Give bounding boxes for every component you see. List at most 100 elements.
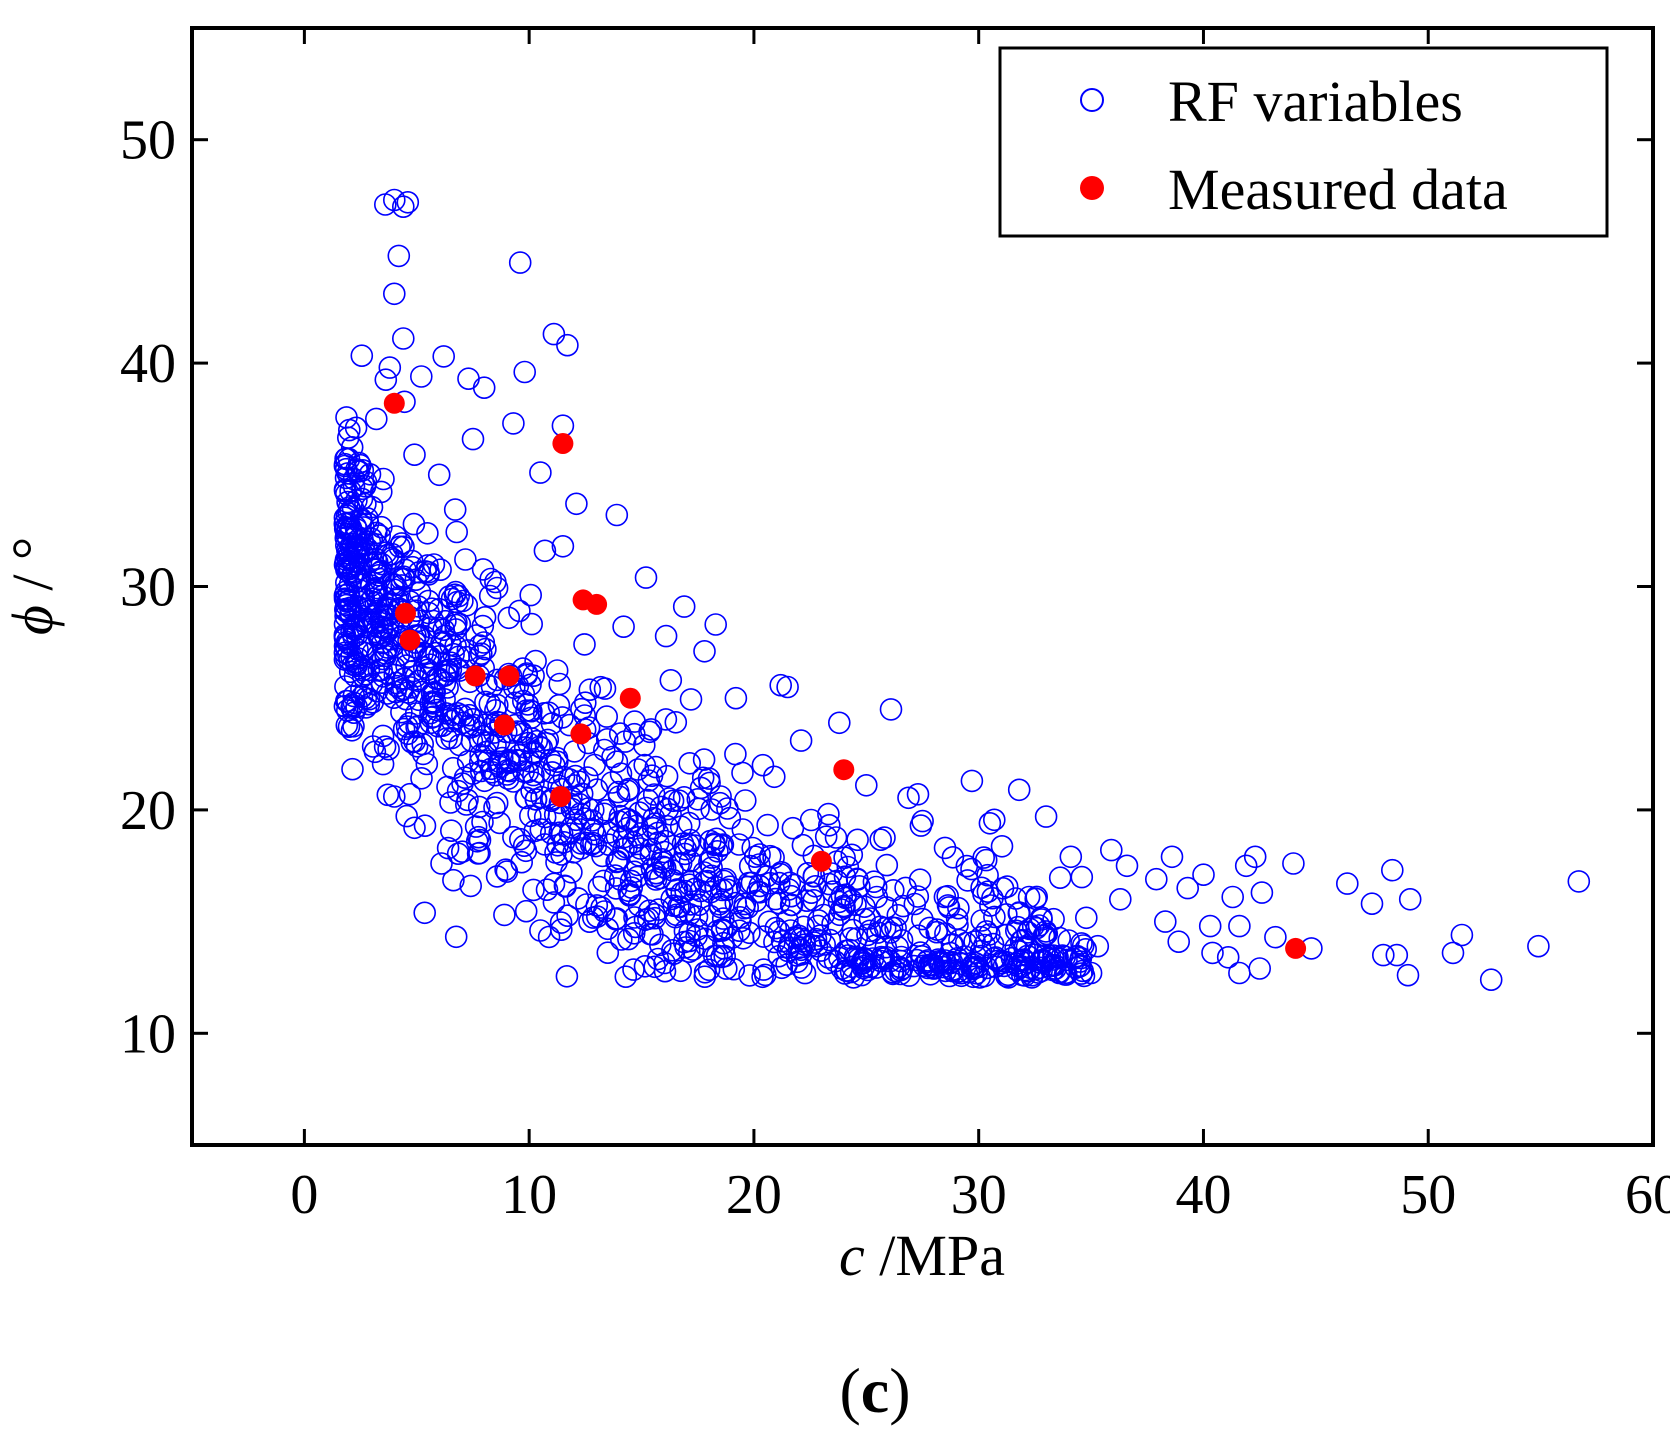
rf-variable-point	[402, 512, 426, 536]
rf-variable-point	[827, 711, 851, 735]
rf-variable-point	[954, 931, 978, 955]
rf-variable-point	[881, 878, 905, 902]
measured-data-point	[383, 392, 405, 414]
rf-variable-point	[1070, 865, 1094, 889]
y-axis-variable: ϕ	[0, 605, 65, 635]
rf-variable-point	[333, 512, 357, 536]
rf-variable-point	[697, 958, 721, 982]
rf-variable-point	[373, 193, 397, 216]
rf-variable-point	[1336, 872, 1359, 895]
x-axis-label: c /MPa	[839, 1223, 1005, 1288]
rf-variable-point	[804, 874, 827, 898]
rf-variable-point	[493, 903, 516, 927]
rf-variable-point	[805, 934, 829, 958]
rf-variable-point	[605, 503, 629, 527]
rf-variable-point	[641, 816, 665, 840]
rf-variable-point	[582, 831, 605, 855]
rf-variable-point	[337, 582, 361, 605]
rf-variable-point	[679, 688, 703, 711]
rf-variable-point	[558, 767, 581, 791]
rf-variable-point	[875, 896, 898, 919]
rf-variable-point	[693, 639, 716, 663]
rf-variable-point	[780, 893, 804, 917]
rf-variable-point	[456, 788, 479, 812]
rf-variable-point	[873, 826, 896, 849]
rf-variable-point	[334, 598, 357, 621]
rf-variable-point	[371, 752, 395, 776]
rf-variable-point	[350, 344, 374, 368]
rf-variable-point	[522, 771, 545, 794]
rf-variable-point	[498, 751, 522, 775]
rf-variable-point	[382, 282, 406, 306]
rf-variable-point	[625, 814, 649, 837]
rf-variable-point	[533, 539, 557, 563]
rf-variable-point	[603, 864, 627, 887]
rf-variable-point	[469, 642, 493, 666]
rf-variable-point	[976, 863, 999, 887]
rf-variable-point	[454, 548, 477, 571]
y-axis-unit: / °	[0, 537, 65, 605]
rf-variable-point	[1007, 778, 1031, 802]
measured-data-point	[550, 786, 572, 807]
rf-variable-point	[406, 714, 430, 738]
rf-variable-point	[817, 946, 840, 969]
rf-variable-point	[597, 833, 621, 857]
rf-variable-point	[342, 553, 366, 576]
rf-variable-point	[554, 875, 577, 898]
rf-variable-point	[1228, 961, 1251, 985]
rf-variable-point	[778, 932, 802, 956]
rf-variable-point	[982, 808, 1006, 832]
measured-data-point	[1285, 937, 1307, 959]
rf-variable-point	[1176, 876, 1199, 900]
rf-variable-point	[636, 788, 660, 812]
rf-variable-point	[850, 949, 874, 973]
rf-variable-point	[769, 862, 792, 886]
rf-variable-point	[1006, 915, 1030, 939]
rf-variable-point	[486, 752, 510, 776]
x-axis-unit: /MPa	[865, 1223, 1005, 1288]
rf-variable-point	[662, 868, 685, 892]
y-tick-label: 10	[120, 1003, 176, 1065]
rf-variable-point	[423, 680, 447, 704]
rf-variable-point	[581, 906, 605, 929]
rf-variable-point	[1385, 943, 1409, 967]
rf-variable-point	[969, 944, 993, 968]
rf-variable-point	[485, 791, 509, 815]
rf-variable-point	[483, 763, 507, 787]
rf-variable-point	[575, 893, 598, 916]
rf-variable-point	[1282, 852, 1305, 875]
rf-variable-point	[520, 612, 544, 636]
rf-variable-point	[894, 876, 917, 900]
rf-variable-point	[336, 689, 359, 713]
rf-variable-point	[469, 759, 493, 783]
rf-variable-point	[608, 722, 632, 745]
rf-variable-point	[535, 878, 559, 902]
rf-variable-point	[817, 813, 841, 837]
rf-variable-point	[516, 760, 540, 784]
rf-variable-point	[1079, 961, 1103, 985]
rf-variable-point	[556, 904, 579, 928]
x-axis-variable: c	[839, 1223, 865, 1288]
rf-variable-point	[442, 642, 465, 666]
rf-variable-point	[1032, 924, 1056, 948]
rf-variable-point	[503, 691, 527, 715]
rf-variable-point	[1450, 923, 1474, 947]
rf-variable-point	[617, 927, 640, 951]
rf-variable-point	[514, 786, 538, 810]
rf-variable-point	[633, 954, 657, 978]
rf-variable-point	[495, 860, 519, 883]
rf-variable-point	[472, 376, 496, 400]
rf-variable-point	[850, 963, 874, 987]
rf-variable-point	[665, 878, 688, 902]
points-layer	[333, 188, 1591, 992]
rf-variable-point	[485, 693, 509, 717]
rf-variable-point	[960, 769, 984, 793]
rf-variable-point	[410, 766, 433, 790]
rf-variable-point	[796, 861, 820, 885]
rf-variable-point	[748, 843, 771, 866]
rf-variable-point	[621, 830, 645, 854]
rf-variable-point	[336, 490, 359, 514]
rf-variable-point	[434, 609, 457, 633]
x-tick-label: 0	[290, 1164, 318, 1226]
rf-variable-point	[976, 880, 1000, 904]
